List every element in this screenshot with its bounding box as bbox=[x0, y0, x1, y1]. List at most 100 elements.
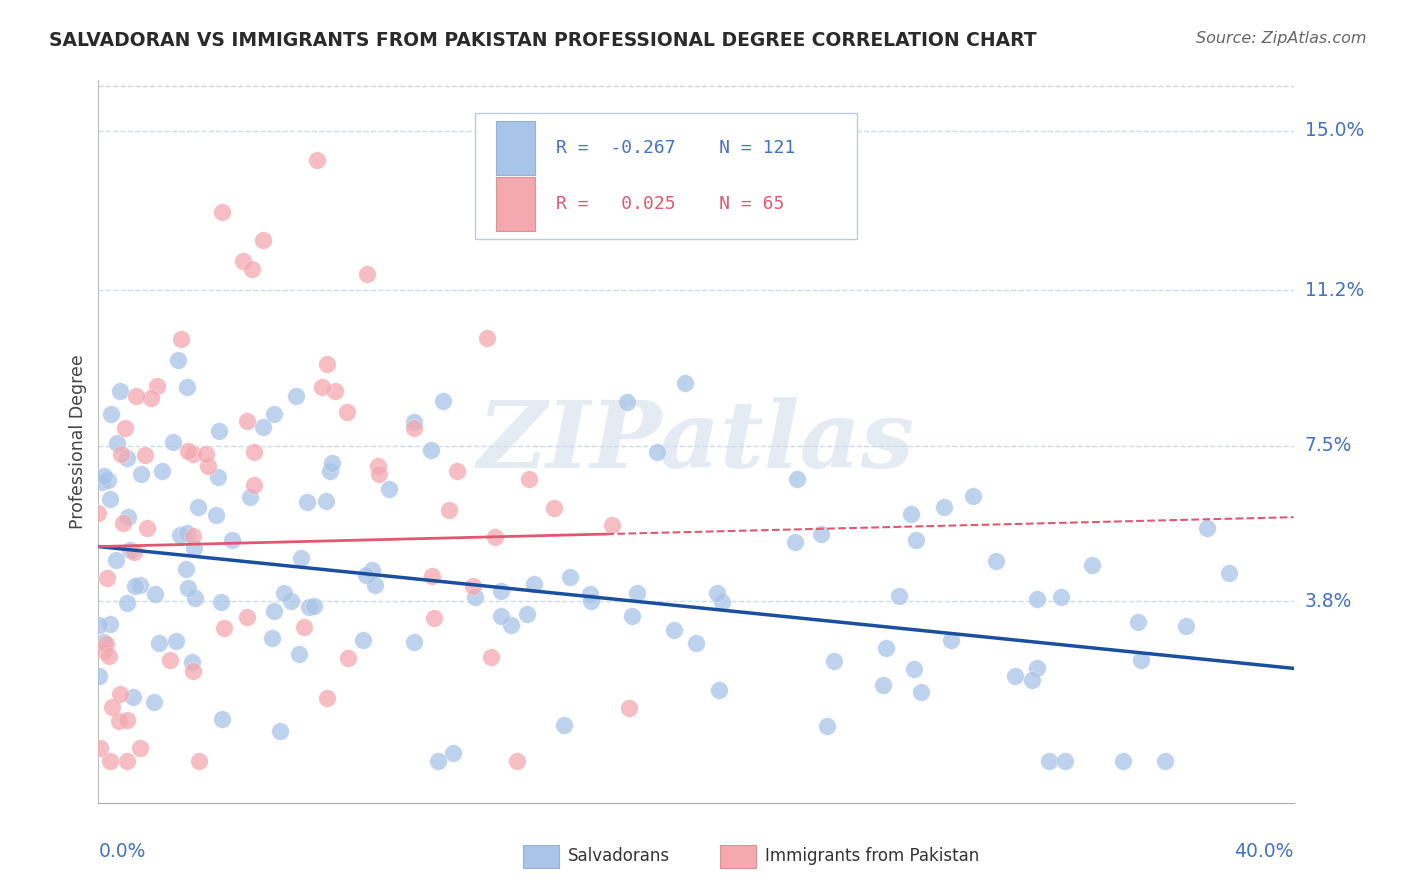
Point bbox=[404, 421, 426, 435]
Point bbox=[311, 380, 333, 394]
Point bbox=[1218, 566, 1240, 580]
Point bbox=[1112, 754, 1135, 768]
Point bbox=[207, 469, 229, 483]
Point bbox=[269, 724, 291, 739]
Text: R =  -0.267    N = 121: R = -0.267 N = 121 bbox=[557, 139, 796, 157]
Point bbox=[174, 562, 197, 576]
Point bbox=[181, 447, 204, 461]
Text: Immigrants from Pakistan: Immigrants from Pakistan bbox=[765, 847, 980, 865]
Point bbox=[89, 740, 111, 755]
Point bbox=[810, 526, 832, 541]
Point bbox=[437, 502, 460, 516]
Point bbox=[273, 586, 295, 600]
Point bbox=[177, 444, 200, 458]
Point bbox=[519, 472, 541, 486]
Text: SALVADORAN VS IMMIGRANTS FROM PAKISTAN PROFESSIONAL DEGREE CORRELATION CHART: SALVADORAN VS IMMIGRANTS FROM PAKISTAN P… bbox=[49, 31, 1036, 50]
Point bbox=[367, 459, 389, 474]
Point bbox=[87, 506, 110, 520]
Point bbox=[475, 330, 498, 344]
Point bbox=[305, 153, 328, 167]
Point bbox=[181, 529, 204, 543]
Point bbox=[600, 518, 623, 533]
Point bbox=[1126, 615, 1149, 629]
Point bbox=[1153, 754, 1175, 768]
Point bbox=[932, 500, 955, 514]
Point bbox=[404, 635, 426, 649]
Point bbox=[616, 394, 638, 409]
Point bbox=[1050, 590, 1073, 604]
Point bbox=[101, 700, 124, 714]
Point bbox=[232, 254, 254, 268]
Point bbox=[195, 447, 218, 461]
Point bbox=[479, 650, 502, 665]
Point bbox=[124, 389, 146, 403]
Point bbox=[626, 586, 648, 600]
Point bbox=[446, 464, 468, 478]
Point bbox=[432, 393, 454, 408]
Point bbox=[150, 464, 173, 478]
Point bbox=[673, 376, 696, 391]
Point bbox=[1021, 673, 1043, 687]
Point bbox=[361, 563, 384, 577]
Point bbox=[484, 531, 506, 545]
Point bbox=[114, 421, 136, 435]
Point bbox=[93, 468, 115, 483]
Point bbox=[108, 714, 131, 728]
Point bbox=[111, 516, 134, 530]
Point bbox=[356, 267, 378, 281]
Point bbox=[108, 687, 131, 701]
FancyBboxPatch shape bbox=[720, 845, 756, 868]
Point bbox=[298, 600, 321, 615]
Point bbox=[295, 495, 318, 509]
Point bbox=[169, 528, 191, 542]
Point bbox=[148, 635, 170, 649]
Point bbox=[120, 542, 142, 557]
Point bbox=[162, 434, 184, 449]
Point bbox=[117, 510, 139, 524]
Point bbox=[239, 490, 262, 504]
Point bbox=[491, 609, 513, 624]
Point bbox=[208, 424, 231, 438]
Point bbox=[184, 591, 207, 605]
Point bbox=[209, 595, 232, 609]
Point bbox=[785, 535, 807, 549]
Text: 11.2%: 11.2% bbox=[1305, 281, 1364, 300]
Point bbox=[205, 508, 228, 522]
Point bbox=[89, 618, 111, 632]
Point bbox=[553, 718, 575, 732]
Point bbox=[903, 662, 925, 676]
Point bbox=[129, 740, 152, 755]
Point bbox=[316, 357, 339, 371]
Point bbox=[236, 414, 259, 428]
Point bbox=[135, 520, 157, 534]
Point bbox=[159, 653, 181, 667]
Point bbox=[621, 608, 644, 623]
Point bbox=[336, 651, 359, 665]
Point bbox=[292, 620, 315, 634]
Point bbox=[183, 664, 205, 678]
Point bbox=[105, 436, 128, 450]
Point bbox=[284, 389, 307, 403]
Point bbox=[875, 641, 897, 656]
Point bbox=[89, 669, 111, 683]
Point bbox=[98, 754, 121, 768]
Text: Source: ZipAtlas.com: Source: ZipAtlas.com bbox=[1197, 31, 1367, 46]
Text: R =   0.025    N = 65: R = 0.025 N = 65 bbox=[557, 194, 785, 213]
Point bbox=[197, 458, 219, 473]
Point bbox=[115, 713, 138, 727]
Point bbox=[336, 405, 359, 419]
Text: 40.0%: 40.0% bbox=[1234, 842, 1294, 861]
Point bbox=[786, 472, 808, 486]
Point bbox=[288, 648, 311, 662]
Point bbox=[187, 500, 209, 515]
Point bbox=[491, 583, 513, 598]
Text: 0.0%: 0.0% bbox=[98, 842, 146, 861]
Point bbox=[423, 611, 446, 625]
Point bbox=[323, 384, 346, 398]
Point bbox=[707, 682, 730, 697]
Text: 7.5%: 7.5% bbox=[1305, 436, 1353, 455]
FancyBboxPatch shape bbox=[523, 845, 558, 868]
Point bbox=[139, 392, 162, 406]
Point bbox=[315, 690, 337, 705]
Point bbox=[364, 577, 387, 591]
